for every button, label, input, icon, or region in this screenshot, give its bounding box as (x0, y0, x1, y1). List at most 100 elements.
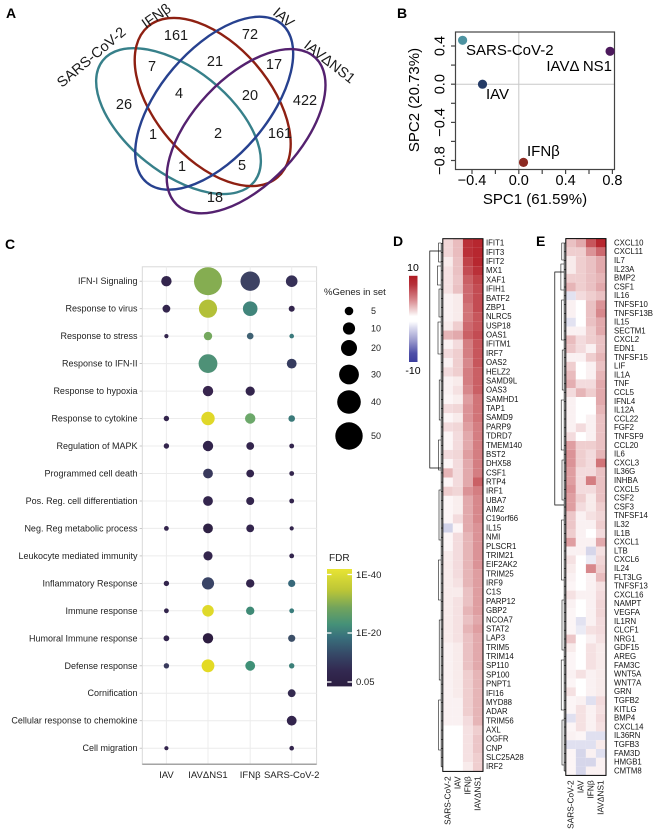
svg-text:AIM2: AIM2 (486, 505, 504, 514)
svg-text:C19orf66: C19orf66 (486, 514, 518, 523)
svg-text:CMTM8: CMTM8 (614, 766, 642, 775)
svg-text:CSF1: CSF1 (486, 468, 506, 477)
svg-text:CCL22: CCL22 (614, 414, 638, 423)
svg-text:Response to virus: Response to virus (65, 304, 138, 314)
svg-text:BST2: BST2 (486, 450, 506, 459)
svg-text:Cornification: Cornification (87, 688, 137, 698)
svg-text:−0.4: −0.4 (458, 173, 487, 189)
svg-text:0.4: 0.4 (433, 36, 449, 56)
svg-text:IRF1: IRF1 (486, 487, 503, 496)
svg-text:TNFSF13B: TNFSF13B (614, 309, 653, 318)
svg-text:CCL20: CCL20 (614, 441, 639, 450)
svg-text:CXCL10: CXCL10 (614, 238, 644, 247)
svg-text:FLT3LG: FLT3LG (614, 573, 642, 582)
svg-text:TRIM56: TRIM56 (486, 716, 514, 725)
svg-text:5: 5 (238, 158, 246, 174)
svg-text:10: 10 (371, 324, 381, 334)
svg-text:CCL5: CCL5 (614, 388, 635, 397)
svg-text:IAV: IAV (452, 776, 462, 789)
svg-text:LTB: LTB (614, 546, 628, 555)
svg-text:IL7: IL7 (614, 256, 625, 265)
svg-text:CXCL16: CXCL16 (614, 590, 643, 599)
svg-text:CXCL2: CXCL2 (614, 335, 639, 344)
svg-text:FAM3D: FAM3D (614, 749, 640, 758)
svg-text:B: B (397, 5, 407, 21)
svg-text:IAVΔNS1: IAVΔNS1 (596, 780, 606, 815)
svg-text:IRF7: IRF7 (486, 349, 503, 358)
svg-text:IL15: IL15 (614, 318, 630, 327)
svg-text:UBA7: UBA7 (486, 496, 506, 505)
svg-text:18: 18 (207, 190, 223, 206)
svg-text:7: 7 (148, 59, 156, 75)
svg-text:IFNβ: IFNβ (462, 776, 472, 794)
svg-text:21: 21 (207, 54, 223, 70)
svg-text:DHX58: DHX58 (486, 459, 511, 468)
svg-text:IL6: IL6 (614, 450, 625, 459)
svg-text:TDRD7: TDRD7 (486, 432, 512, 441)
svg-text:50: 50 (371, 431, 381, 441)
svg-text:TNFSF13: TNFSF13 (614, 582, 648, 591)
svg-text:CXCL5: CXCL5 (614, 485, 640, 494)
svg-text:1E-40: 1E-40 (356, 570, 381, 581)
svg-text:IL36RN: IL36RN (614, 731, 640, 740)
svg-text:IFIT3: IFIT3 (486, 248, 504, 257)
svg-text:EDN1: EDN1 (614, 344, 635, 353)
svg-text:VEGFA: VEGFA (614, 608, 641, 617)
svg-text:ZBP1: ZBP1 (486, 303, 506, 312)
svg-text:IL36G: IL36G (614, 467, 635, 476)
svg-text:%Genes in set: %Genes in set (324, 287, 386, 298)
svg-text:TRIM25: TRIM25 (486, 569, 514, 578)
svg-text:CXCL14: CXCL14 (614, 722, 644, 731)
svg-text:IL1A: IL1A (614, 370, 631, 379)
svg-text:Pos. Reg. cell differentiation: Pos. Reg. cell differentiation (26, 496, 138, 506)
svg-text:CXCL1: CXCL1 (614, 538, 639, 547)
svg-text:IFNβ: IFNβ (527, 143, 560, 160)
svg-text:IL16: IL16 (614, 291, 629, 300)
svg-text:NRG1: NRG1 (614, 634, 636, 643)
svg-text:OAS1: OAS1 (486, 331, 507, 340)
svg-text:SPC1 (61.59%): SPC1 (61.59%) (483, 191, 587, 208)
svg-text:1E-20: 1E-20 (356, 628, 381, 639)
svg-text:−0.8: −0.8 (433, 146, 449, 175)
svg-text:5: 5 (371, 306, 376, 316)
svg-text:IL1RN: IL1RN (614, 617, 636, 626)
svg-text:Inflammatory Response: Inflammatory Response (42, 578, 137, 588)
svg-text:SAMHD1: SAMHD1 (486, 395, 519, 404)
svg-text:TGFB2: TGFB2 (614, 696, 639, 705)
svg-text:XAF1: XAF1 (486, 275, 506, 284)
svg-text:OAS3: OAS3 (486, 386, 507, 395)
svg-text:ADAR: ADAR (486, 707, 508, 716)
svg-text:SARS-CoV-2: SARS-CoV-2 (264, 770, 319, 781)
svg-text:40: 40 (371, 397, 381, 407)
svg-text:IFITM1: IFITM1 (486, 340, 511, 349)
svg-text:BATF2: BATF2 (486, 294, 510, 303)
svg-text:SAMD9: SAMD9 (486, 413, 513, 422)
svg-text:CXCL3: CXCL3 (614, 458, 639, 467)
svg-text:SARS-CoV-2: SARS-CoV-2 (565, 780, 575, 829)
svg-text:HELZ2: HELZ2 (486, 367, 510, 376)
svg-text:E: E (536, 233, 545, 249)
svg-text:TGFB3: TGFB3 (614, 740, 639, 749)
svg-text:IL1B: IL1B (614, 529, 630, 538)
svg-text:GDF15: GDF15 (614, 643, 640, 652)
svg-text:Leukocyte mediated immunity: Leukocyte mediated immunity (18, 551, 138, 561)
svg-text:30: 30 (371, 370, 381, 380)
svg-text:SAMD9L: SAMD9L (486, 377, 518, 386)
svg-text:0.0: 0.0 (433, 74, 449, 94)
svg-text:INHBA: INHBA (614, 476, 639, 485)
svg-text:IFIH1: IFIH1 (486, 285, 505, 294)
svg-text:CXCL6: CXCL6 (614, 555, 639, 564)
svg-text:0.0: 0.0 (509, 173, 529, 189)
svg-text:GRN: GRN (614, 687, 631, 696)
svg-text:26: 26 (116, 97, 132, 113)
svg-text:CSF3: CSF3 (614, 502, 634, 511)
svg-text:161: 161 (268, 126, 292, 142)
svg-text:D: D (393, 233, 403, 249)
svg-text:1: 1 (178, 159, 186, 175)
svg-text:IRF2: IRF2 (486, 762, 503, 771)
svg-text:CLCF1: CLCF1 (614, 626, 639, 635)
svg-text:STAT2: STAT2 (486, 625, 509, 634)
svg-text:CSF1: CSF1 (614, 282, 634, 291)
svg-text:FDR: FDR (329, 553, 350, 564)
svg-text:IFI16: IFI16 (486, 689, 504, 698)
